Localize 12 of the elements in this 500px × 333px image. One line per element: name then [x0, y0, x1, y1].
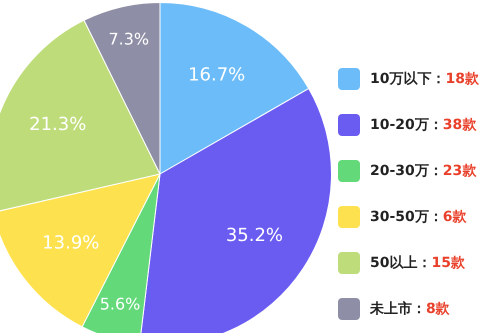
legend-label: 未上市：8款 [370, 300, 450, 318]
legend-label: 50以上：15款 [370, 254, 465, 272]
legend-label: 20-30万：23款 [370, 162, 476, 180]
legend-label: 10万以下：18款 [370, 70, 479, 88]
data-label: 13.9% [42, 232, 100, 254]
data-label: 7.3% [108, 30, 150, 49]
legend-label: 10-20万：38款 [370, 116, 476, 134]
data-label: 5.6% [100, 294, 140, 314]
legend-label: 30-50万：6款 [370, 208, 467, 226]
data-label: 21.3% [29, 114, 86, 136]
data-label: 16.7% [188, 64, 246, 86]
data-label: 35.2% [226, 225, 284, 246]
